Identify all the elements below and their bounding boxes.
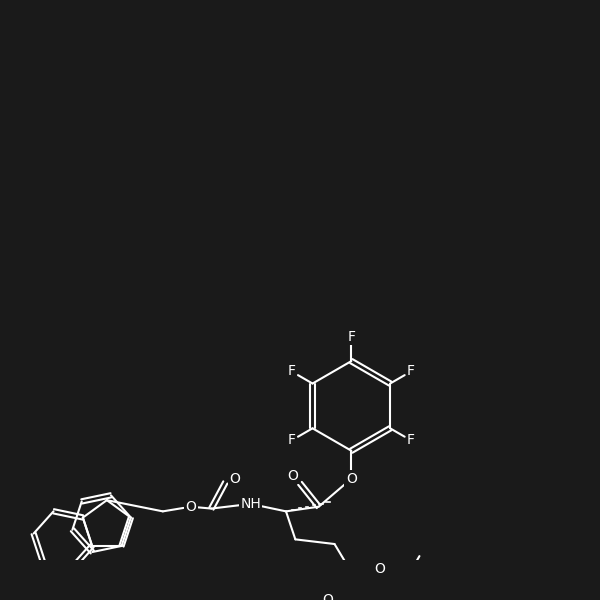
Text: O: O (323, 593, 334, 600)
Text: NH: NH (240, 497, 261, 511)
Text: O: O (346, 472, 357, 486)
Text: O: O (374, 562, 385, 576)
Text: O: O (287, 469, 298, 483)
Text: O: O (185, 500, 196, 514)
Text: F: F (347, 330, 355, 344)
Text: F: F (407, 433, 415, 448)
Text: O: O (229, 472, 240, 486)
Text: F: F (287, 433, 296, 448)
Text: F: F (287, 364, 296, 379)
Text: F: F (407, 364, 415, 379)
